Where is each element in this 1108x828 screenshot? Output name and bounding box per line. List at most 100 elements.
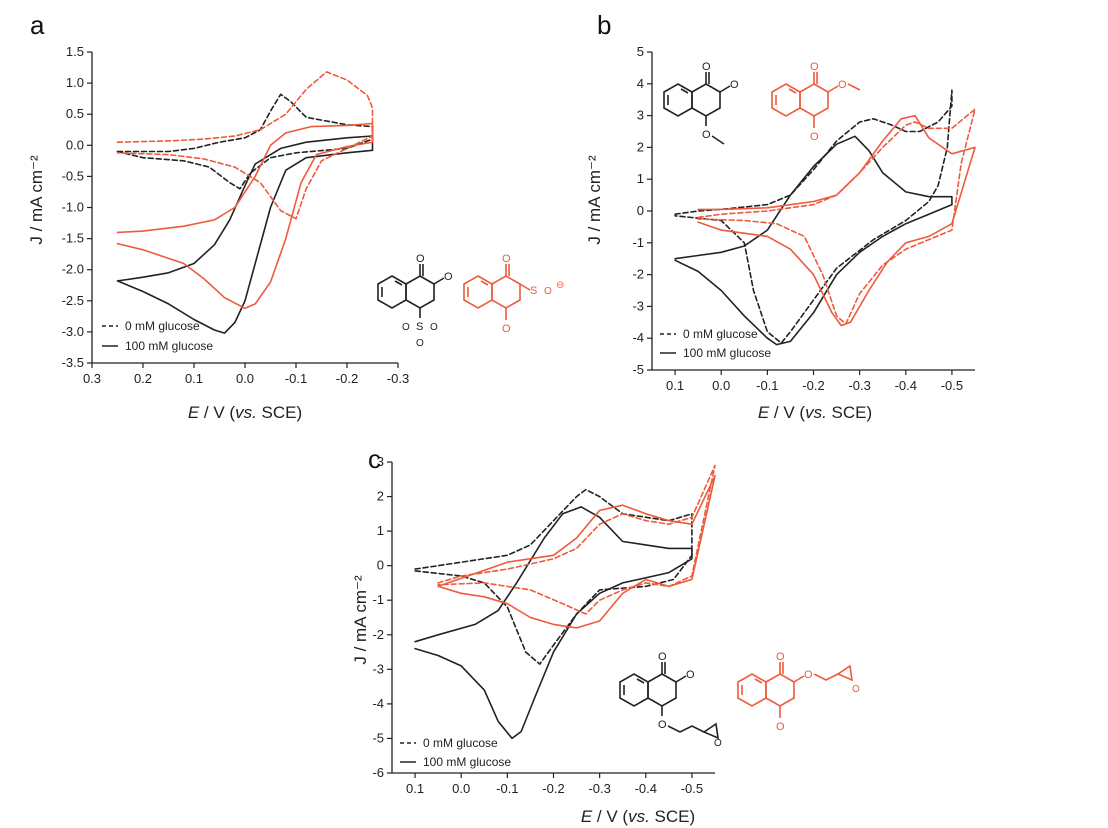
y-tick-label-a: 0.5 [66, 106, 84, 121]
y-tick-label-a: 1.0 [66, 75, 84, 90]
molecule-a-black-s: S [416, 321, 423, 333]
y-tick-label-c: -4 [372, 696, 384, 711]
legend-b-dashed-label: 0 mM glucose [683, 327, 758, 341]
molecule-a-red-o2: O [502, 323, 511, 335]
molecule-c-red-o1: O [776, 651, 785, 663]
y-tick-label-c: 3 [377, 454, 384, 469]
y-tick-label-a: -2.0 [62, 262, 84, 277]
x-tick-label-b: -0.2 [802, 378, 824, 393]
molecule-c-red-o3: O [804, 669, 813, 681]
x-axis-title-c-suffix: SCE) [650, 807, 695, 826]
molecule-b-black: O O O [663, 61, 739, 145]
x-tick-label-c: -0.1 [496, 781, 518, 796]
x-axis-title-c-vs: vs. [628, 807, 650, 826]
legend-a: 0 mM glucose 100 mM glucose [102, 319, 213, 353]
molecule-b-black-o2: O [730, 79, 739, 91]
molecule-c-red: O O O O [737, 651, 860, 733]
legend-b-solid-label: 100 mM glucose [683, 346, 771, 360]
x-axis-title-a-suffix: SCE) [257, 403, 302, 422]
molecule-c-black-ring [619, 673, 677, 707]
legend-c-dashed-label: 0 mM glucose [423, 736, 498, 750]
panel-letter-b: b [597, 10, 611, 40]
x-axis-title-a: E / V (vs. SCE) [188, 403, 302, 422]
series-line-a-red-solid [116, 122, 374, 310]
series-line-b-black-dashed [674, 89, 953, 344]
series-line-c-red-dashed [437, 464, 716, 615]
x-axis-title-b-suffix: SCE) [827, 403, 872, 422]
series-line-c-red-solid [437, 474, 716, 629]
series-line-b-red-solid [697, 114, 976, 327]
y-tick-label-c: -2 [372, 627, 384, 642]
x-tick-label-c: -0.2 [542, 781, 564, 796]
molecule-c-black-o1: O [658, 651, 667, 663]
x-axis-title-c-symbol: E [581, 807, 593, 826]
x-axis-title-c: E / V (vs. SCE) [581, 807, 695, 826]
x-tick-label-b: -0.5 [941, 378, 963, 393]
molecule-a-black-o5: O [416, 338, 424, 349]
x-tick-label-c: -0.3 [588, 781, 610, 796]
panel-b: 5 4 3 2 1 0 -1 -2 -3 -4 -5 0.1 0.0 -0.1 -0.2 -0.3 -0.4 -0… [632, 44, 976, 393]
x-tick-label-b: -0.1 [756, 378, 778, 393]
y-axis-title-b: J / mA cm⁻² [585, 155, 604, 245]
x-tick-label-c: -0.4 [635, 781, 657, 796]
y-tick-label-a: -2.5 [62, 293, 84, 308]
x-tick-label-b: -0.4 [895, 378, 917, 393]
legend-a-dashed-label: 0 mM glucose [125, 319, 200, 333]
panel-c: 3 2 1 0 -1 -2 -3 -4 -5 -6 0.1 0.0 -0.1 -0.2 -0.3 -0.4 -0… [372, 454, 716, 796]
y-tick-label-a: 1.5 [66, 44, 84, 59]
x-tick-label-a: -0.1 [285, 371, 307, 386]
legend-b: 0 mM glucose 100 mM glucose [660, 327, 771, 360]
molecule-b-red-ring [771, 83, 829, 117]
molecule-b-red: O O O [771, 61, 861, 143]
x-tick-label-a: 0.3 [83, 371, 101, 386]
molecule-b-black-ring [663, 83, 721, 117]
y-tick-label-b: 4 [637, 76, 644, 91]
y-tick-label-c: 1 [377, 523, 384, 538]
y-axis-title-a: J / mA cm⁻² [27, 155, 46, 245]
y-tick-label-c: -1 [372, 592, 384, 607]
molecule-a-black: O O S O O O [377, 253, 453, 349]
molecule-c-red-o2: O [776, 721, 785, 733]
molecule-a-red-o3: O [544, 286, 552, 297]
molecule-c-red-o4: O [852, 684, 860, 695]
x-tick-label-b: -0.3 [848, 378, 870, 393]
x-tick-label-b: 0.1 [666, 378, 684, 393]
y-tick-label-a: -1.5 [62, 231, 84, 246]
x-axis-title-c-mid: / V ( [592, 807, 628, 826]
y-tick-label-c: 0 [377, 558, 384, 573]
panel-letter-c: c [368, 444, 381, 474]
series-line-a-black-dashed [116, 93, 374, 190]
series-line-c-black-dashed [414, 488, 693, 665]
y-tick-label-b: -5 [632, 362, 644, 377]
x-tick-label-c: 0.1 [406, 781, 424, 796]
y-tick-label-b: -2 [632, 267, 644, 282]
molecule-a-red-charge: ⊖ [556, 280, 564, 291]
series-line-a-red-dashed [116, 71, 374, 220]
y-tick-label-b: 0 [637, 203, 644, 218]
x-axis-title-a-vs: vs. [235, 403, 257, 422]
panel-a: 1.5 1.0 0.5 0.0 -0.5 -1.0 -1.5 -2.0 -2.5 -3.0 -3.5… [62, 44, 410, 386]
molecule-c-black: O O O O [619, 651, 722, 749]
series-line-b-black-solid [674, 135, 953, 346]
molecule-a-red: O O S O ⊖ [463, 253, 564, 335]
molecule-a-black-o3: O [402, 322, 410, 333]
molecule-a-red-o1: O [502, 253, 511, 265]
y-axis-title-c: J / mA cm⁻² [351, 575, 370, 665]
molecule-b-red-o3: O [838, 79, 847, 91]
molecule-b-black-o1: O [702, 61, 711, 73]
series-line-a-black-solid [116, 135, 374, 334]
legend-c-solid-label: 100 mM glucose [423, 755, 511, 769]
y-tick-label-b: 2 [637, 139, 644, 154]
y-tick-label-a: -3.5 [62, 355, 84, 370]
y-tick-label-c: 2 [377, 489, 384, 504]
legend-c: 0 mM glucose 100 mM glucose [400, 736, 511, 769]
x-tick-label-c: 0.0 [452, 781, 470, 796]
y-tick-label-b: -1 [632, 235, 644, 250]
y-tick-label-a: 0.0 [66, 137, 84, 152]
x-axis-title-a-mid: / V ( [199, 403, 235, 422]
molecule-c-black-o4: O [714, 738, 722, 749]
molecule-a-black-o4: O [430, 322, 438, 333]
x-tick-label-a: 0.1 [185, 371, 203, 386]
x-axis-title-b-symbol: E [758, 403, 770, 422]
